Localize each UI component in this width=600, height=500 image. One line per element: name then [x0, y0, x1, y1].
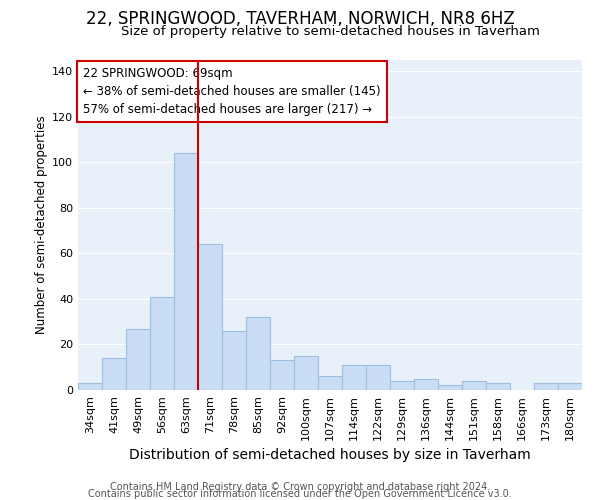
Bar [342, 365, 366, 390]
Bar [126, 328, 150, 390]
Text: Contains HM Land Registry data © Crown copyright and database right 2024.: Contains HM Land Registry data © Crown c… [110, 482, 490, 492]
Bar [390, 381, 414, 390]
Bar [462, 381, 486, 390]
Title: Size of property relative to semi-detached houses in Taverham: Size of property relative to semi-detach… [121, 25, 539, 38]
Text: 22, SPRINGWOOD, TAVERHAM, NORWICH, NR8 6HZ: 22, SPRINGWOOD, TAVERHAM, NORWICH, NR8 6… [86, 10, 514, 28]
Bar [270, 360, 294, 390]
X-axis label: Distribution of semi-detached houses by size in Taverham: Distribution of semi-detached houses by … [129, 448, 531, 462]
Y-axis label: Number of semi-detached properties: Number of semi-detached properties [35, 116, 48, 334]
Bar [558, 383, 582, 390]
Bar [246, 317, 270, 390]
Bar [78, 383, 102, 390]
Bar [150, 296, 174, 390]
Bar [294, 356, 318, 390]
Bar [198, 244, 222, 390]
Bar [174, 154, 198, 390]
Bar [486, 383, 510, 390]
Text: 22 SPRINGWOOD: 69sqm
← 38% of semi-detached houses are smaller (145)
57% of semi: 22 SPRINGWOOD: 69sqm ← 38% of semi-detac… [83, 66, 380, 116]
Bar [414, 378, 438, 390]
Bar [222, 331, 246, 390]
Bar [438, 386, 462, 390]
Bar [102, 358, 126, 390]
Bar [534, 383, 558, 390]
Bar [366, 365, 390, 390]
Bar [318, 376, 342, 390]
Text: Contains public sector information licensed under the Open Government Licence v3: Contains public sector information licen… [88, 489, 512, 499]
